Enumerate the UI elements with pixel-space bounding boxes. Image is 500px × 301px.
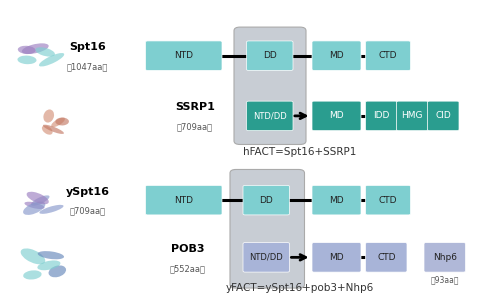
Ellipse shape bbox=[48, 265, 66, 277]
Ellipse shape bbox=[39, 53, 64, 67]
Text: NTD: NTD bbox=[174, 51, 193, 60]
FancyBboxPatch shape bbox=[312, 243, 361, 272]
Text: Nhp6: Nhp6 bbox=[433, 253, 457, 262]
Text: MD: MD bbox=[329, 196, 344, 205]
Text: （93aa）: （93aa） bbox=[430, 275, 459, 284]
Text: CTD: CTD bbox=[379, 51, 397, 60]
FancyBboxPatch shape bbox=[424, 243, 466, 272]
Text: （1047aa）: （1047aa） bbox=[67, 62, 108, 71]
Text: HMG: HMG bbox=[402, 111, 423, 120]
Text: DD: DD bbox=[263, 51, 276, 60]
FancyBboxPatch shape bbox=[146, 41, 222, 70]
FancyBboxPatch shape bbox=[234, 27, 306, 144]
Ellipse shape bbox=[24, 202, 44, 209]
Text: MD: MD bbox=[329, 111, 344, 120]
FancyBboxPatch shape bbox=[312, 101, 361, 131]
FancyBboxPatch shape bbox=[366, 185, 410, 215]
Ellipse shape bbox=[43, 125, 64, 134]
Ellipse shape bbox=[18, 56, 36, 64]
FancyBboxPatch shape bbox=[243, 185, 290, 215]
FancyBboxPatch shape bbox=[366, 41, 410, 70]
Text: DD: DD bbox=[260, 196, 273, 205]
Text: （709aa）: （709aa） bbox=[177, 123, 213, 132]
FancyBboxPatch shape bbox=[428, 101, 459, 131]
Text: yFACT=ySpt16+pob3+Nhp6: yFACT=ySpt16+pob3+Nhp6 bbox=[226, 284, 374, 293]
Ellipse shape bbox=[20, 248, 46, 264]
Text: ySpt16: ySpt16 bbox=[66, 187, 110, 197]
Ellipse shape bbox=[23, 270, 42, 280]
FancyBboxPatch shape bbox=[243, 243, 290, 272]
Text: NTD/DD: NTD/DD bbox=[250, 253, 283, 262]
FancyBboxPatch shape bbox=[246, 101, 293, 131]
Ellipse shape bbox=[56, 118, 69, 126]
Text: （709aa）: （709aa） bbox=[70, 207, 106, 216]
Ellipse shape bbox=[44, 110, 54, 123]
Ellipse shape bbox=[22, 43, 48, 54]
Text: NTD: NTD bbox=[174, 196, 193, 205]
Text: MD: MD bbox=[329, 253, 344, 262]
Ellipse shape bbox=[36, 47, 55, 57]
FancyBboxPatch shape bbox=[146, 185, 222, 215]
FancyBboxPatch shape bbox=[246, 41, 293, 70]
Ellipse shape bbox=[18, 46, 36, 54]
FancyBboxPatch shape bbox=[312, 185, 361, 215]
Text: CTD: CTD bbox=[379, 196, 397, 205]
Ellipse shape bbox=[38, 260, 60, 270]
Ellipse shape bbox=[31, 195, 50, 206]
Ellipse shape bbox=[40, 205, 64, 214]
Text: POB3: POB3 bbox=[171, 244, 204, 254]
Text: CTD: CTD bbox=[377, 253, 396, 262]
FancyBboxPatch shape bbox=[312, 41, 361, 70]
Ellipse shape bbox=[42, 126, 52, 135]
FancyBboxPatch shape bbox=[396, 101, 428, 131]
Ellipse shape bbox=[51, 118, 65, 127]
Text: （552aa）: （552aa） bbox=[170, 264, 205, 273]
Text: IDD: IDD bbox=[373, 111, 390, 120]
FancyBboxPatch shape bbox=[230, 169, 304, 288]
Text: CID: CID bbox=[436, 111, 451, 120]
Ellipse shape bbox=[23, 201, 46, 215]
Text: MD: MD bbox=[329, 51, 344, 60]
FancyBboxPatch shape bbox=[366, 101, 397, 131]
Text: NTD/DD: NTD/DD bbox=[253, 111, 286, 120]
Text: Spt16: Spt16 bbox=[69, 42, 106, 52]
Text: SSRP1: SSRP1 bbox=[175, 102, 215, 112]
Ellipse shape bbox=[38, 251, 64, 259]
Ellipse shape bbox=[26, 192, 49, 204]
Text: hFACT=Spt16+SSRP1: hFACT=Spt16+SSRP1 bbox=[244, 147, 356, 157]
FancyBboxPatch shape bbox=[366, 243, 407, 272]
